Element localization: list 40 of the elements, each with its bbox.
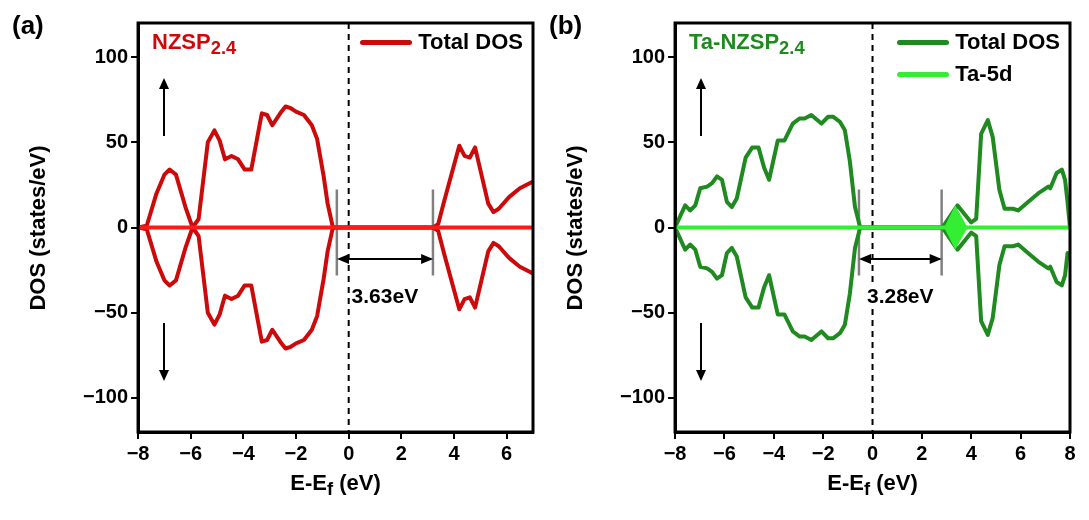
y-tick-label: −100 [619, 385, 666, 408]
y-tick-label: −100 [82, 385, 129, 408]
y-tick-label: 0 [653, 215, 666, 238]
y-tick-label: −50 [94, 300, 129, 323]
legend-label: Total DOS [418, 29, 523, 55]
x-tick-label: −4 [231, 441, 256, 464]
y-tick-label: 100 [94, 44, 129, 67]
x-tick-label: 6 [501, 441, 513, 464]
y-tick-label: −50 [631, 300, 666, 323]
y-axis-title: DOS (states/eV) [25, 144, 51, 311]
text: (b) [549, 10, 583, 41]
x-axis-title: E-E$_{f}$ (eV) [827, 470, 918, 501]
y-tick-label: 50 [105, 129, 129, 152]
y-tick-label: 0 [116, 215, 129, 238]
x-tick-label: 2 [916, 441, 928, 464]
legend-label: Ta-5d [955, 61, 1013, 87]
x-tick-label: −2 [284, 441, 308, 464]
annotation: 3.63eV [351, 283, 419, 308]
text: (a) [12, 10, 44, 41]
x-tick-label: 8 [1064, 441, 1076, 464]
x-axis-title: E-E$_{f}$ (eV) [290, 470, 381, 501]
y-tick-label: 50 [642, 129, 666, 152]
x-tick-label: 0 [343, 441, 355, 464]
y-tick-label: 100 [631, 44, 666, 67]
x-tick-label: 4 [448, 441, 461, 464]
x-tick-label: 0 [866, 441, 879, 464]
x-tick-label: 2 [395, 441, 407, 464]
x-tick-label: −2 [811, 441, 835, 464]
chart-title: Ta-NZSP$_{2.4}$ [689, 29, 805, 60]
legend-label: Total DOS [955, 29, 1060, 55]
x-tick-label: 6 [1015, 441, 1027, 464]
annotation: 3.28eV [867, 283, 934, 308]
x-tick-label: 4 [965, 441, 978, 464]
chart-title: NZSP$_{2.4}$ [152, 29, 237, 60]
x-tick-label: −8 [663, 441, 687, 464]
x-tick-label: −6 [179, 441, 203, 464]
x-tick-label: −6 [713, 441, 736, 464]
x-tick-label: −4 [762, 441, 787, 464]
y-axis-title: DOS (states/eV) [562, 144, 588, 311]
x-tick-label: −8 [126, 441, 150, 464]
